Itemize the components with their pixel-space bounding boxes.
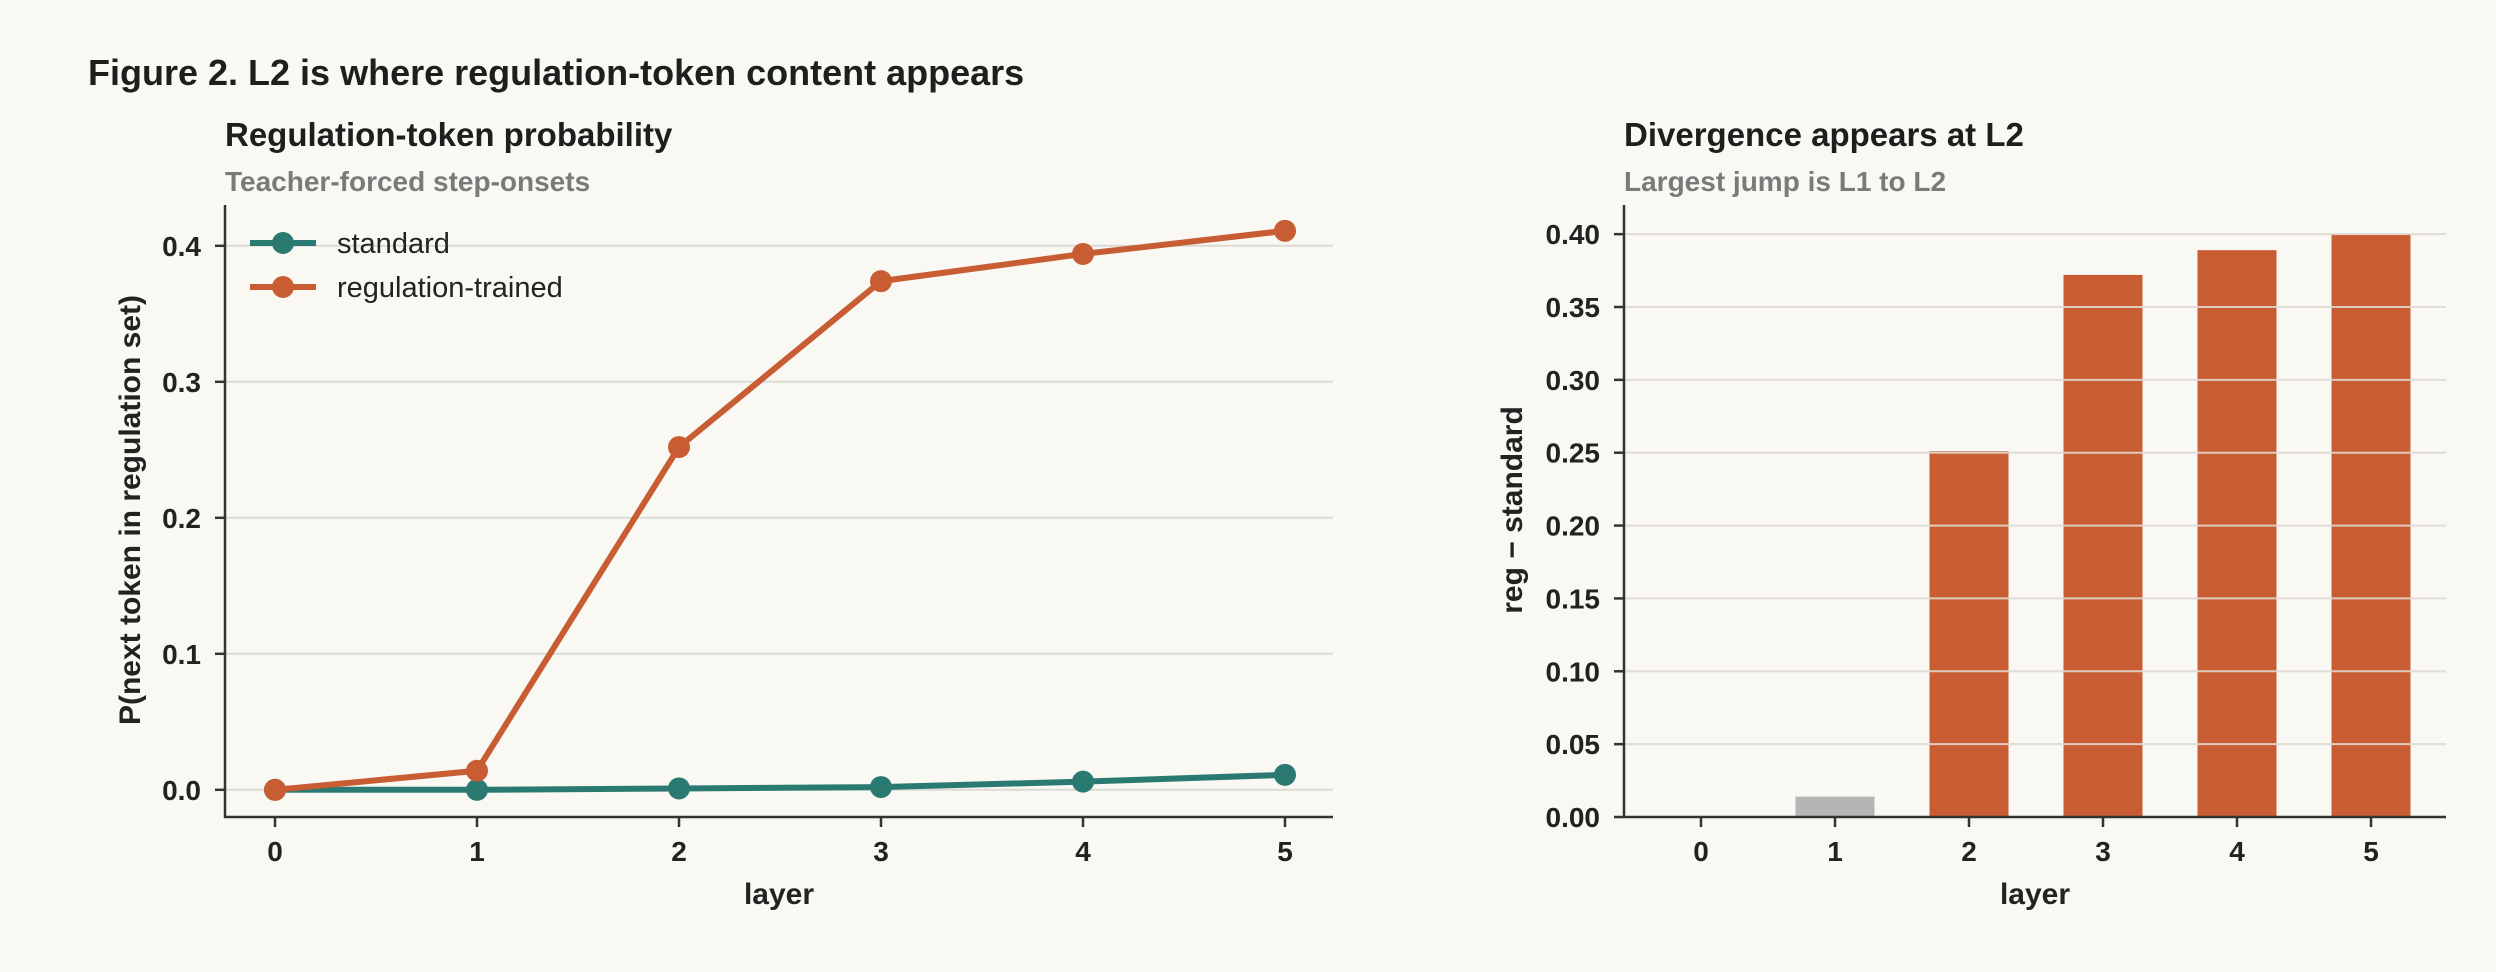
line-chart-y-tick-label: 0.2 bbox=[162, 503, 201, 534]
line-chart-y-tick-label: 0.4 bbox=[162, 231, 201, 262]
line-chart-y-ticks: 0.0 0.1 0.2 0.3 0.4 bbox=[162, 231, 225, 806]
data-point bbox=[668, 777, 690, 800]
line-chart-x-tick-label: 3 bbox=[873, 836, 889, 867]
legend-label: regulation-trained bbox=[337, 272, 563, 304]
bar-chart-grid-overlay bbox=[1624, 233, 2446, 746]
line-chart-x-tick-label: 1 bbox=[469, 836, 485, 867]
legend-swatch-marker bbox=[272, 232, 294, 254]
bar-chart-x-tick-label: 4 bbox=[2229, 836, 2245, 867]
data-point bbox=[466, 778, 488, 801]
line-chart-y-tick-label: 0.0 bbox=[162, 775, 201, 806]
bar-chart-x-tick-label: 2 bbox=[1961, 836, 1977, 867]
bar-chart-y-tick-label: 0.30 bbox=[1546, 365, 1601, 396]
line-chart-legend: standard regulation-trained bbox=[250, 228, 563, 304]
bar-chart-y-tick-label: 0.00 bbox=[1546, 802, 1601, 833]
bar-layer-3 bbox=[2063, 274, 2143, 817]
bar-chart-title: Divergence appears at L2 bbox=[1624, 116, 2024, 153]
bar-layer-2 bbox=[1929, 451, 2009, 817]
line-chart-y-tick-label: 0.3 bbox=[162, 367, 201, 398]
legend-entry: standard bbox=[250, 228, 450, 260]
line-chart-gridlines bbox=[225, 244, 1333, 791]
bar-chart-x-label: layer bbox=[2000, 878, 2070, 911]
series-line bbox=[272, 771, 1288, 793]
bar-chart-x-tick-label: 5 bbox=[2363, 836, 2379, 867]
bar-chart-y-tick-label: 0.25 bbox=[1546, 438, 1601, 469]
series-regulation-trained bbox=[264, 219, 1296, 801]
line-chart-y-tick-label: 0.1 bbox=[162, 639, 201, 670]
data-point bbox=[1274, 219, 1296, 242]
line-chart-y-label: P(next token in regulation set) bbox=[114, 295, 147, 725]
data-point bbox=[870, 270, 892, 293]
line-chart-title: Regulation-token probability bbox=[225, 116, 673, 153]
legend-label: standard bbox=[337, 228, 450, 260]
data-point bbox=[1072, 242, 1094, 265]
bar-chart-x-ticks: 0 1 2 3 4 5 bbox=[1693, 817, 2379, 867]
data-point bbox=[264, 778, 286, 801]
line-chart-series bbox=[264, 219, 1296, 801]
line-chart-panel: Regulation-token probability Teacher-for… bbox=[114, 116, 1333, 911]
data-point bbox=[668, 436, 690, 459]
line-chart-x-tick-label: 5 bbox=[1277, 836, 1293, 867]
data-point bbox=[1072, 770, 1094, 793]
bar-chart-x-tick-label: 1 bbox=[1827, 836, 1843, 867]
bar-chart-y-tick-label: 0.15 bbox=[1546, 583, 1601, 614]
bar-chart-y-tick-label: 0.20 bbox=[1546, 511, 1601, 542]
series-line bbox=[272, 227, 1288, 793]
legend-entry: regulation-trained bbox=[250, 272, 563, 304]
bar-chart-y-ticks: 0.00 0.05 0.10 0.15 0.20 0.25 0.30 0.35 0.40 bbox=[1546, 219, 1624, 833]
line-chart-x-ticks: 0 1 2 3 4 5 bbox=[267, 817, 1293, 867]
bar-chart-panel: Divergence appears at L2 Largest jump is… bbox=[1496, 116, 2446, 911]
bar-chart-y-tick-label: 0.10 bbox=[1546, 656, 1601, 687]
data-point bbox=[466, 759, 488, 782]
line-chart-x-tick-label: 4 bbox=[1075, 836, 1091, 867]
bar-chart-x-tick-label: 0 bbox=[1693, 836, 1709, 867]
bar-chart-y-tick-label: 0.05 bbox=[1546, 729, 1601, 760]
bar-chart-y-tick-label: 0.40 bbox=[1546, 219, 1601, 250]
data-point bbox=[1274, 763, 1296, 786]
data-point bbox=[870, 776, 892, 799]
bar-chart-subtitle: Largest jump is L1 to L2 bbox=[1624, 166, 1946, 197]
line-chart-x-tick-label: 2 bbox=[671, 836, 687, 867]
bar-chart-y-tick-label: 0.35 bbox=[1546, 292, 1601, 323]
line-chart-x-tick-label: 0 bbox=[267, 836, 283, 867]
bar-layer-4 bbox=[2197, 250, 2277, 817]
bar-layer-1 bbox=[1795, 796, 1875, 817]
bar-chart-x-tick-label: 3 bbox=[2095, 836, 2111, 867]
legend-swatch-marker bbox=[272, 276, 294, 298]
line-chart-x-label: layer bbox=[744, 878, 814, 911]
series-standard bbox=[264, 763, 1296, 801]
figure-title: Figure 2. L2 is where regulation-token c… bbox=[88, 52, 1024, 93]
bar-chart-y-label: reg − standard bbox=[1496, 406, 1529, 614]
line-chart-subtitle: Teacher-forced step-onsets bbox=[225, 166, 590, 197]
